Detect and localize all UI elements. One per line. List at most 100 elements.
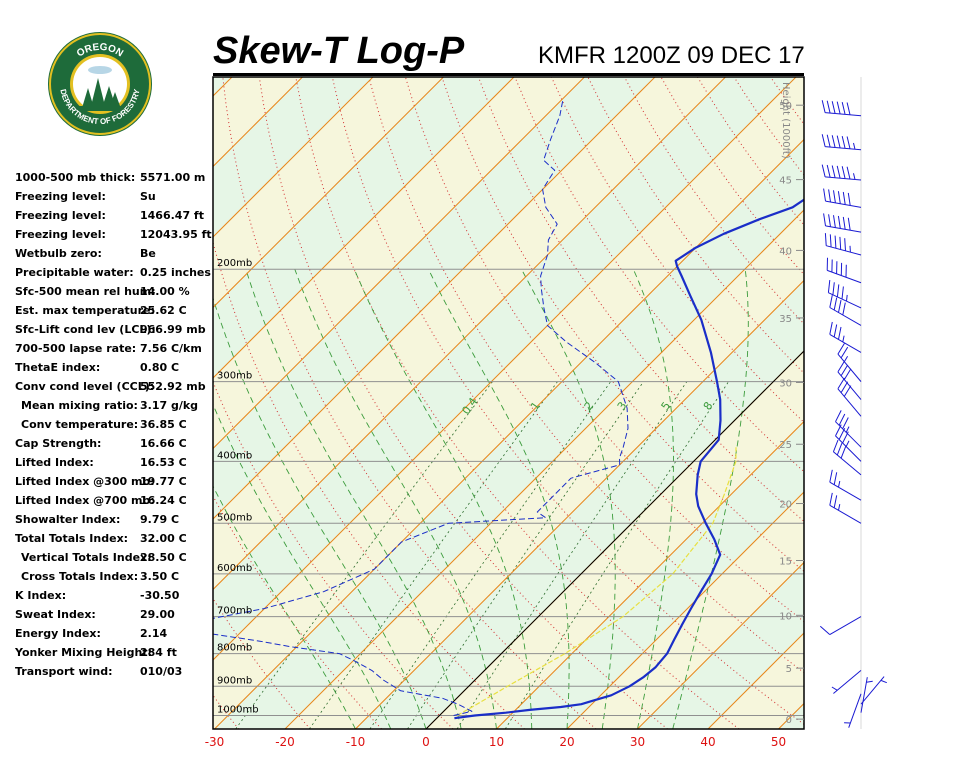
moist-adiabat bbox=[427, 268, 570, 729]
wind-barb bbox=[837, 360, 862, 400]
height-tick-label: 0 bbox=[786, 715, 792, 726]
index-label: Transport wind: bbox=[15, 665, 113, 678]
wind-barb bbox=[829, 469, 862, 501]
isotherm bbox=[355, 279, 804, 729]
index-label: 1000-500 mb thick: bbox=[15, 171, 136, 184]
isotherm bbox=[213, 77, 726, 591]
isotherm bbox=[566, 491, 804, 729]
index-value: 32.00 C bbox=[140, 532, 187, 545]
wind-barb-shape bbox=[821, 164, 862, 181]
wind-barb-shape bbox=[829, 321, 862, 353]
zero-isotherm-line bbox=[425, 350, 804, 729]
wind-barb bbox=[837, 343, 862, 382]
index-label: Est. max temperature: bbox=[15, 304, 155, 317]
wind-barb-shape bbox=[835, 424, 862, 462]
wind-barb-shape bbox=[826, 257, 862, 284]
temperature-tick-label: 40 bbox=[700, 735, 715, 749]
index-value: Be bbox=[140, 247, 156, 260]
wind-barb-shape bbox=[837, 360, 862, 400]
temperature-tick-label: -30 bbox=[205, 735, 225, 749]
pressure-label: 800mb bbox=[217, 643, 252, 654]
wind-barb-shape bbox=[821, 134, 862, 151]
moist-adiabat bbox=[213, 296, 427, 729]
isotherm bbox=[213, 77, 444, 309]
wind-barb-shape bbox=[823, 188, 862, 208]
index-value: 16.53 C bbox=[140, 456, 187, 469]
moist-adiabat bbox=[213, 485, 356, 729]
height-tick-label: 5 bbox=[786, 664, 792, 675]
index-label: Lifted Index: bbox=[15, 456, 94, 469]
index-value: 25.62 C bbox=[140, 304, 187, 317]
pressure-label: 700mb bbox=[217, 606, 252, 617]
isotherm bbox=[213, 77, 374, 238]
station-time-label: KMFR 1200Z 09 DEC 17 bbox=[538, 42, 805, 69]
chart-title: Skew-T Log-P bbox=[213, 30, 465, 72]
wind-barb bbox=[832, 439, 862, 476]
index-value: 14.00 % bbox=[140, 285, 190, 298]
wind-barb-shape bbox=[829, 492, 862, 524]
index-label: Freezing level: bbox=[15, 228, 106, 241]
temperature-tick-label: -20 bbox=[275, 735, 295, 749]
height-tick-label: 15 bbox=[779, 556, 792, 567]
isotherm bbox=[213, 77, 585, 450]
logo-seal: OREGON DEPARTMENT OF FORESTRY bbox=[48, 32, 152, 136]
oregon-forestry-logo: OREGON DEPARTMENT OF FORESTRY bbox=[46, 30, 154, 138]
wind-barb bbox=[860, 677, 873, 713]
wind-barb-shape bbox=[831, 670, 862, 694]
wind-barb bbox=[829, 492, 862, 524]
moist-adiabat bbox=[672, 269, 749, 729]
isotherm bbox=[213, 77, 797, 661]
temperature-tick-label: 30 bbox=[630, 735, 645, 749]
wind-barb bbox=[860, 676, 887, 705]
wind-barb bbox=[821, 100, 862, 117]
height-tick-label: 50 bbox=[779, 101, 792, 112]
index-value: 1466.47 ft bbox=[140, 209, 204, 222]
dewpoint-line bbox=[213, 98, 629, 716]
wind-barb bbox=[829, 295, 862, 326]
pressure-label: 600mb bbox=[217, 563, 252, 574]
height-tick-label: 25 bbox=[779, 440, 792, 451]
wind-barb bbox=[826, 257, 862, 284]
wind-barb bbox=[835, 410, 862, 448]
index-value: 966.99 mb bbox=[140, 323, 206, 336]
index-value: 0.25 inches bbox=[140, 266, 211, 279]
index-value: 9.79 C bbox=[140, 513, 180, 526]
wind-barb bbox=[827, 280, 862, 309]
index-label: Precipitable water: bbox=[15, 266, 134, 279]
plot-area bbox=[213, 77, 804, 729]
index-value: 5571.00 m bbox=[140, 171, 206, 184]
wind-barb bbox=[831, 670, 862, 694]
index-value: Su bbox=[140, 190, 156, 203]
temperature-tick-label: 50 bbox=[771, 735, 786, 749]
wind-barb bbox=[823, 188, 862, 208]
wind-barb-shape bbox=[827, 280, 862, 309]
pressure-label: 500mb bbox=[217, 512, 252, 523]
temperature-line bbox=[454, 198, 804, 720]
wind-barb-shape bbox=[835, 410, 862, 448]
pressure-label: 1000mb bbox=[217, 704, 259, 715]
index-label: Yonker Mixing Height: bbox=[15, 646, 152, 659]
index-value: 552.92 mb bbox=[140, 380, 206, 393]
index-value: 3.50 C bbox=[140, 570, 180, 583]
index-label: Sfc-500 mean rel hum: bbox=[15, 285, 156, 298]
moist-adiabat bbox=[245, 269, 462, 729]
wind-barb bbox=[835, 424, 862, 462]
index-label: Total Totals Index: bbox=[15, 532, 129, 545]
wind-barb-shape bbox=[821, 100, 862, 117]
index-label: Cap Strength: bbox=[15, 437, 102, 450]
logo-top-text: OREGON bbox=[75, 42, 125, 60]
wind-barb-shape bbox=[829, 295, 862, 326]
moist-adiabat bbox=[294, 269, 497, 729]
index-value: 28.50 C bbox=[140, 551, 187, 564]
dry-adiabat bbox=[550, 77, 804, 423]
wind-barb bbox=[819, 616, 862, 636]
index-value: 36.85 C bbox=[140, 418, 187, 431]
wind-barb-shape bbox=[819, 616, 862, 636]
moist-adiabat bbox=[213, 403, 392, 729]
index-value: 29.00 bbox=[140, 608, 175, 621]
index-label: Showalter Index: bbox=[15, 513, 121, 526]
wind-barb-shape bbox=[829, 469, 862, 501]
isotherm bbox=[213, 77, 515, 379]
index-value: 0.80 C bbox=[140, 361, 180, 374]
